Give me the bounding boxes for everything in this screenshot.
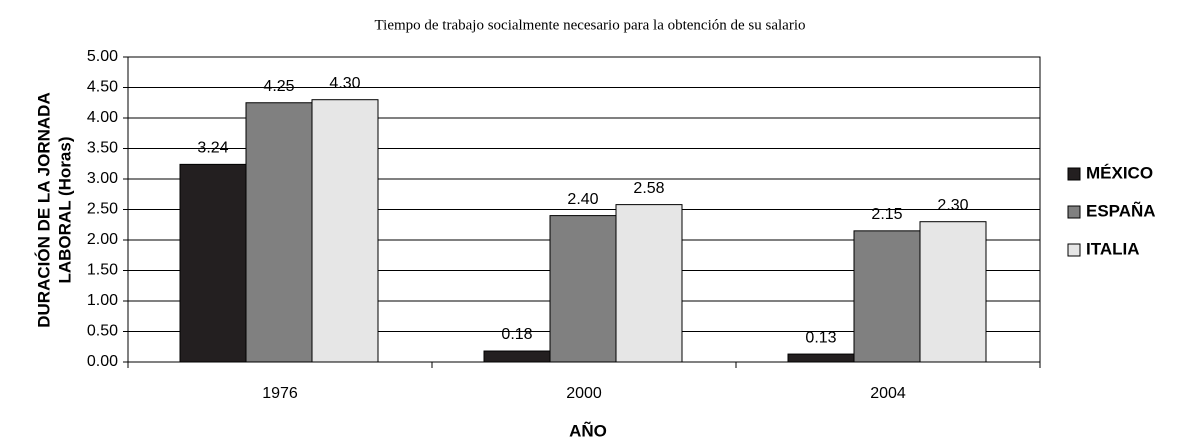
legend-label: MÉXICO [1086,163,1153,182]
data-label: 4.30 [329,75,360,92]
legend-label: ESPAÑA [1086,200,1156,220]
y-tick-label: 4.00 [87,109,118,126]
y-tick-label: 1.00 [87,292,118,309]
y-tick-label: 3.50 [87,140,118,157]
y-tick-label: 0.50 [87,323,118,340]
bar [483,350,551,363]
data-label: 2.40 [567,191,598,208]
legend-swatch [1067,167,1081,181]
bar [853,230,921,363]
data-label: 3.24 [197,140,228,157]
data-label: 2.58 [633,180,664,197]
y-tick-label: 5.00 [87,48,118,65]
bar [245,102,313,363]
data-label: 2.30 [937,197,968,214]
legend-label: ITALIA [1086,239,1140,258]
data-label: 0.18 [501,326,532,343]
y-axis-label: LABORAL (Horas) [55,136,74,283]
y-tick-label: 2.50 [87,201,118,218]
bar [179,163,247,363]
chart-title: Tiempo de trabajo socialmente necesario … [375,17,806,33]
y-tick-label: 0.00 [87,353,118,370]
data-label: 2.15 [871,206,902,223]
bar [549,215,617,363]
bar [919,221,987,363]
legend-swatch [1067,243,1081,257]
bar [787,353,855,363]
legend-swatch [1067,205,1081,219]
bar [311,99,379,363]
data-label: 4.25 [263,78,294,95]
x-axis-label: AÑO [569,420,607,440]
x-tick-label: 1976 [262,385,298,402]
y-tick-label: 1.50 [87,262,118,279]
y-tick-label: 2.00 [87,231,118,248]
y-tick-label: 4.50 [87,79,118,96]
x-tick-label: 2000 [566,385,602,402]
bar [615,204,683,363]
x-tick-label: 2004 [870,385,906,402]
y-axis-label: DURACIÓN DE LA JORNADA [34,92,53,328]
y-tick-label: 3.00 [87,170,118,187]
data-label: 0.13 [805,329,836,346]
